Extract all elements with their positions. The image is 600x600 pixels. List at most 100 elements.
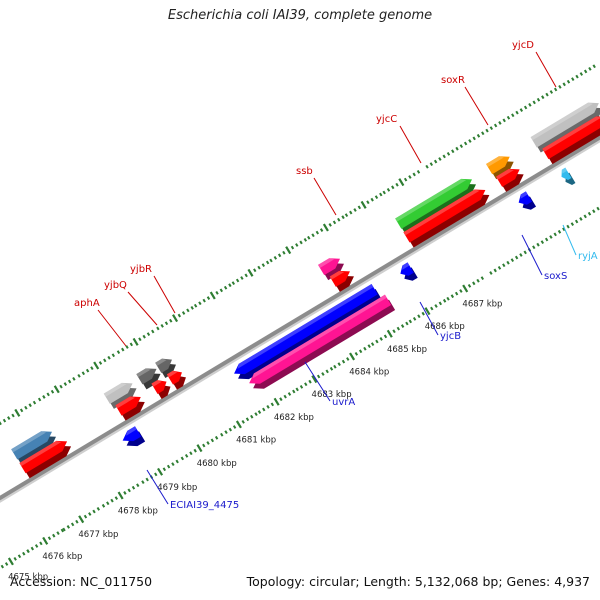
- tick-minor: [85, 368, 90, 373]
- tick-minor: [186, 308, 190, 313]
- label-ryjA: ryjA: [562, 224, 598, 262]
- tick-minor: [396, 326, 401, 331]
- gene-arrow[interactable]: [234, 284, 378, 375]
- tick-minor: [579, 72, 584, 76]
- tick-minor: [514, 255, 519, 260]
- gene-feature[interactable]: [151, 380, 171, 399]
- label-soxR: soxR: [441, 75, 489, 126]
- tick-minor: [202, 443, 206, 448]
- tick-minor: [46, 392, 50, 397]
- gene-arrow[interactable]: [530, 102, 599, 148]
- gene-yjcD[interactable]: [530, 102, 600, 153]
- tick-minor: [400, 324, 405, 328]
- gene-yjbQ[interactable]: [136, 368, 161, 390]
- gene-aphA[interactable]: [103, 382, 137, 409]
- label-aphA: aphA: [74, 298, 127, 347]
- tick-minor: [193, 448, 197, 453]
- tick-minor: [210, 438, 215, 443]
- tick-minor: [184, 453, 189, 458]
- tick-minor: [181, 311, 186, 315]
- gene-arrow[interactable]: [103, 382, 133, 404]
- tick-minor: [141, 480, 145, 485]
- tick-minor: [283, 394, 287, 399]
- tick-minor: [83, 514, 88, 519]
- tick-minor: [416, 169, 421, 174]
- label-uvrA: uvrA: [304, 361, 355, 408]
- accession-text: Accession: NC_011750: [10, 574, 153, 589]
- tick-minor: [66, 525, 71, 529]
- gene-feature[interactable]: [495, 168, 524, 192]
- gene-arrow[interactable]: [115, 396, 141, 416]
- gene-feature[interactable]: [249, 294, 396, 389]
- gene-ssb[interactable]: [318, 258, 344, 281]
- tick-minor: [131, 485, 136, 490]
- tick-minor: [295, 243, 299, 247]
- tick-minor: [349, 210, 353, 215]
- tick-minor: [4, 562, 9, 566]
- gene-ECIAI39_4475[interactable]: [122, 426, 146, 447]
- tick-minor: [50, 389, 55, 394]
- gene-arrow-highlight: [151, 380, 162, 387]
- tick-minor: [497, 265, 502, 270]
- gene-arrow[interactable]: [542, 116, 600, 160]
- gene-arrow[interactable]: [395, 178, 472, 229]
- gene-arrow-highlight: [542, 116, 600, 152]
- tick-minor: [583, 69, 588, 74]
- tick-minor: [308, 379, 312, 384]
- tick-minor: [42, 395, 46, 399]
- tick-minor: [341, 215, 345, 220]
- gene-feature[interactable]: [166, 370, 186, 390]
- gene-soxS[interactable]: [518, 191, 537, 210]
- tick-minor: [164, 321, 169, 326]
- tick-minor: [198, 301, 202, 306]
- tick-minor: [177, 313, 182, 318]
- tick-minor: [519, 108, 524, 112]
- tick-minor: [98, 361, 103, 365]
- tick-minor: [254, 412, 258, 417]
- tick-minor: [455, 146, 459, 151]
- gene-yjbR[interactable]: [155, 358, 176, 379]
- tick-major: [462, 284, 469, 293]
- gene-arrow-highlight: [115, 396, 135, 409]
- tick-minor: [206, 441, 210, 445]
- gene-uvrA[interactable]: [234, 284, 382, 380]
- gene-arrow[interactable]: [122, 426, 142, 442]
- leader-line: [399, 125, 422, 164]
- tick-minor: [450, 294, 455, 299]
- tick-minor: [88, 512, 92, 516]
- tick-minor: [121, 347, 125, 352]
- gene-soxR[interactable]: [486, 156, 514, 180]
- tick-major: [14, 408, 21, 417]
- gene-feature[interactable]: [11, 431, 56, 465]
- tick-minor: [303, 237, 308, 242]
- gene-arrow[interactable]: [11, 431, 52, 460]
- tick-minor: [180, 456, 185, 461]
- tick-minor: [114, 496, 119, 500]
- tick-minor: [570, 222, 575, 226]
- tick-minor: [72, 377, 76, 381]
- tick-minor: [519, 253, 523, 257]
- gene-arrow[interactable]: [249, 294, 392, 384]
- gene-arrow[interactable]: [403, 189, 486, 243]
- tick-minor: [315, 230, 320, 235]
- tick-minor: [52, 533, 56, 538]
- tick-minor: [511, 113, 515, 118]
- tick-major: [172, 314, 179, 323]
- gene-feature[interactable]: [329, 270, 354, 292]
- gene-arrow[interactable]: [19, 440, 68, 474]
- gene-yjcC[interactable]: [395, 178, 476, 234]
- gene-yjcB[interactable]: [400, 262, 418, 281]
- tick-minor: [481, 131, 485, 136]
- gene-features[interactable]: [0, 102, 600, 505]
- gene-feature[interactable]: [542, 116, 600, 165]
- tick-minor: [592, 209, 596, 214]
- gene-arrow-highlight: [561, 167, 568, 174]
- gene-label: soxS: [544, 271, 567, 282]
- gene-ryjA[interactable]: [561, 167, 576, 186]
- tick-major: [273, 397, 280, 406]
- gene-feature[interactable]: [19, 440, 72, 479]
- gene-feature[interactable]: [115, 396, 145, 421]
- gene-feature[interactable]: [403, 189, 490, 248]
- gene-arrow-side: [15, 436, 56, 465]
